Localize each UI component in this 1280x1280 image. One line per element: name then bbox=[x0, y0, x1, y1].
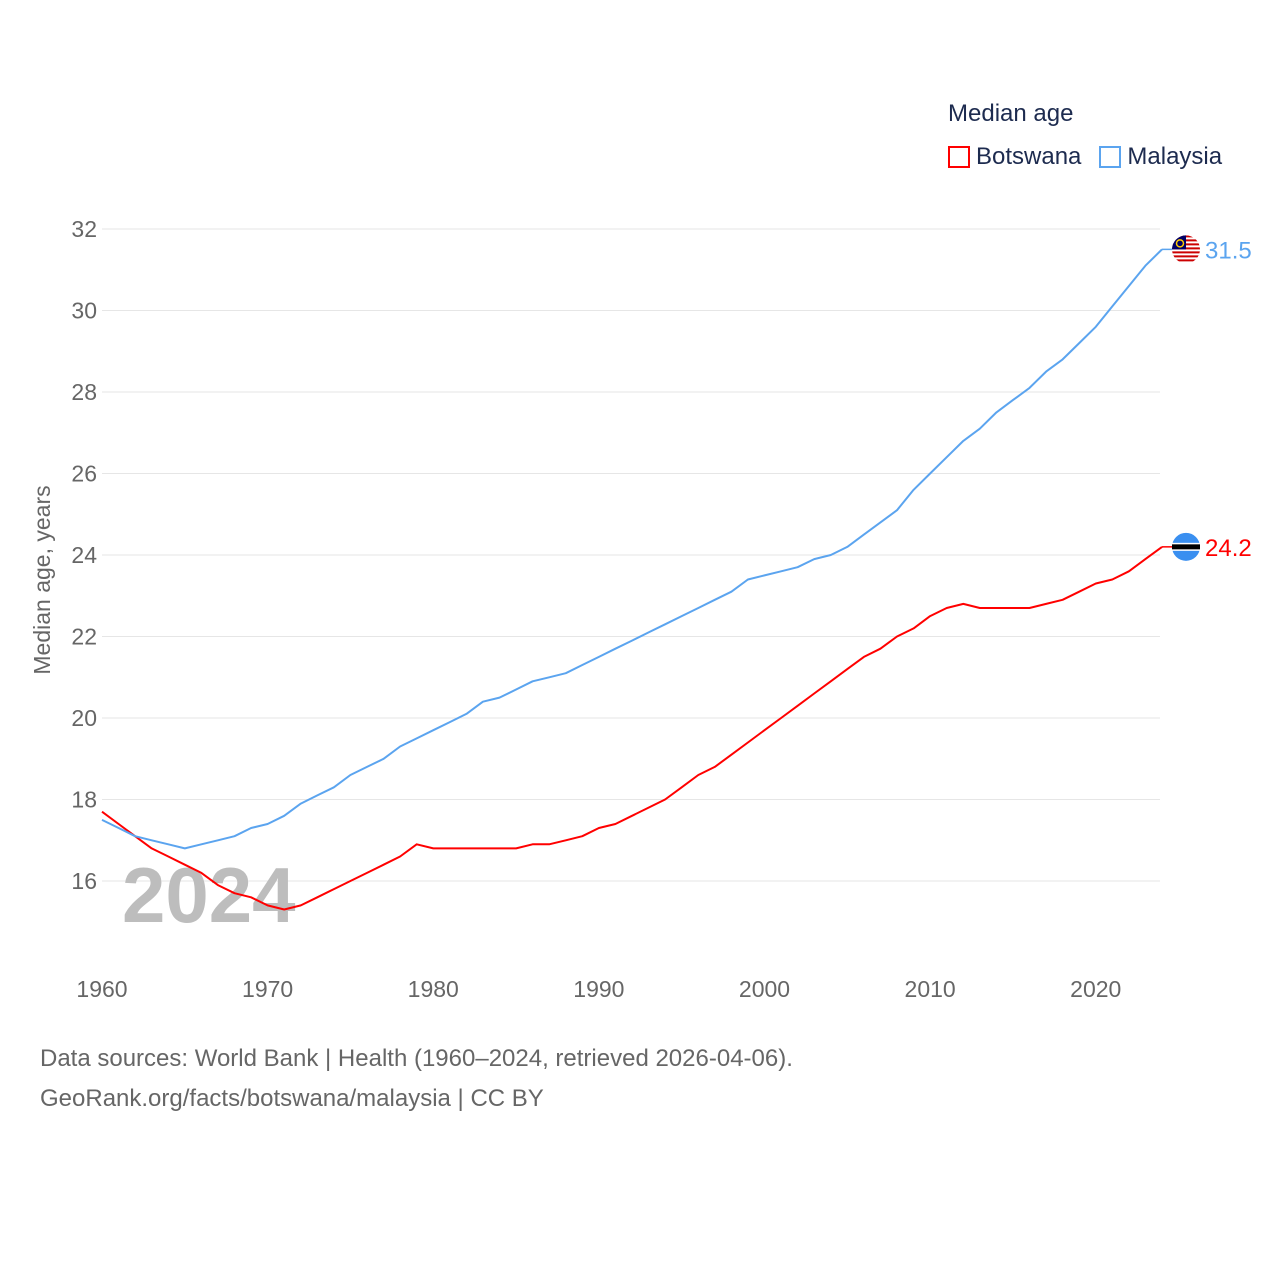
x-tick-label: 1990 bbox=[573, 976, 624, 1002]
y-tick-label: 20 bbox=[71, 705, 97, 731]
flag-stripe bbox=[1172, 255, 1200, 257]
end-value-label-malaysia: 31.5 bbox=[1205, 237, 1252, 264]
legend-title: Median age bbox=[948, 100, 1074, 127]
series-line-botswana bbox=[101, 546, 1163, 911]
x-tick-label: 1960 bbox=[76, 976, 127, 1002]
flag-crescent bbox=[1175, 239, 1185, 248]
year-watermark: 2024 bbox=[122, 851, 296, 939]
footer-link[interactable]: GeoRank.org/facts/botswana/malaysia | CC… bbox=[40, 1085, 544, 1112]
legend-swatch-malaysia bbox=[1099, 146, 1122, 168]
legend-swatch-botswana bbox=[948, 146, 970, 168]
y-tick-label: 30 bbox=[71, 298, 97, 324]
legend-item-botswana[interactable]: Botswana bbox=[948, 143, 1081, 171]
y-tick-label: 28 bbox=[71, 379, 97, 405]
x-tick-label: 2010 bbox=[905, 976, 956, 1002]
y-tick-label: 24 bbox=[71, 542, 97, 568]
y-tick-label: 18 bbox=[71, 787, 97, 813]
y-tick-label: 32 bbox=[71, 216, 97, 242]
legend-item-malaysia[interactable]: Malaysia bbox=[1099, 143, 1222, 171]
flag-stripe bbox=[1172, 251, 1200, 253]
legend-label-malaysia: Malaysia bbox=[1127, 143, 1223, 170]
legend: Botswana Malaysia bbox=[948, 143, 1222, 171]
series-line-malaysia bbox=[101, 248, 1163, 850]
x-tick-label: 1980 bbox=[408, 976, 459, 1002]
y-axis-label: Median age, years bbox=[29, 485, 55, 674]
flag-stripe bbox=[1172, 544, 1200, 550]
x-tick-label: 2020 bbox=[1070, 976, 1121, 1002]
y-tick-label: 22 bbox=[71, 624, 97, 650]
footer-sources: Data sources: World Bank | Health (1960–… bbox=[40, 1045, 793, 1072]
x-tick-label: 2000 bbox=[739, 976, 790, 1002]
y-tick-label: 26 bbox=[71, 461, 97, 487]
y-tick-label: 16 bbox=[71, 868, 97, 894]
flag-stripe bbox=[1172, 259, 1200, 261]
end-value-label-botswana: 24.2 bbox=[1205, 535, 1252, 562]
x-tick-label: 1970 bbox=[242, 976, 293, 1002]
legend-label-botswana: Botswana bbox=[976, 143, 1082, 170]
